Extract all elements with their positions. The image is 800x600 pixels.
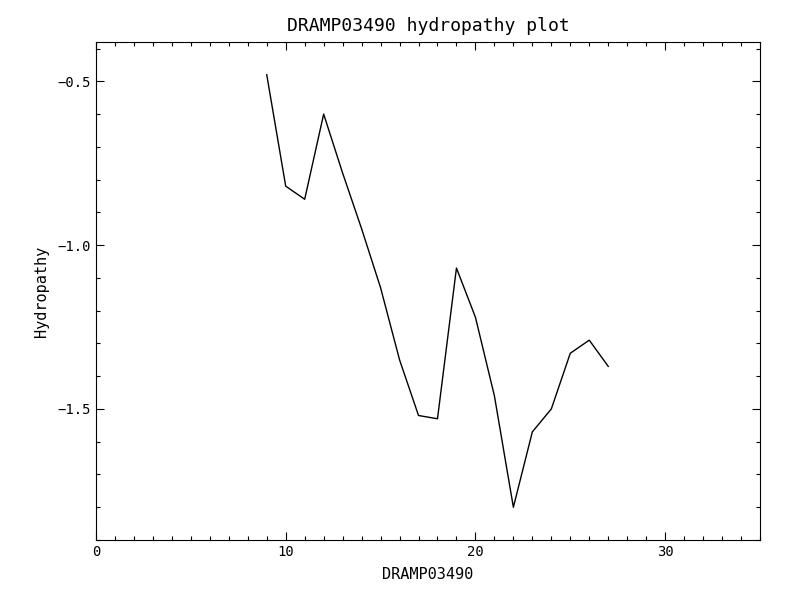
Title: DRAMP03490 hydropathy plot: DRAMP03490 hydropathy plot xyxy=(286,17,570,35)
Y-axis label: Hydropathy: Hydropathy xyxy=(34,245,50,337)
X-axis label: DRAMP03490: DRAMP03490 xyxy=(382,567,474,582)
